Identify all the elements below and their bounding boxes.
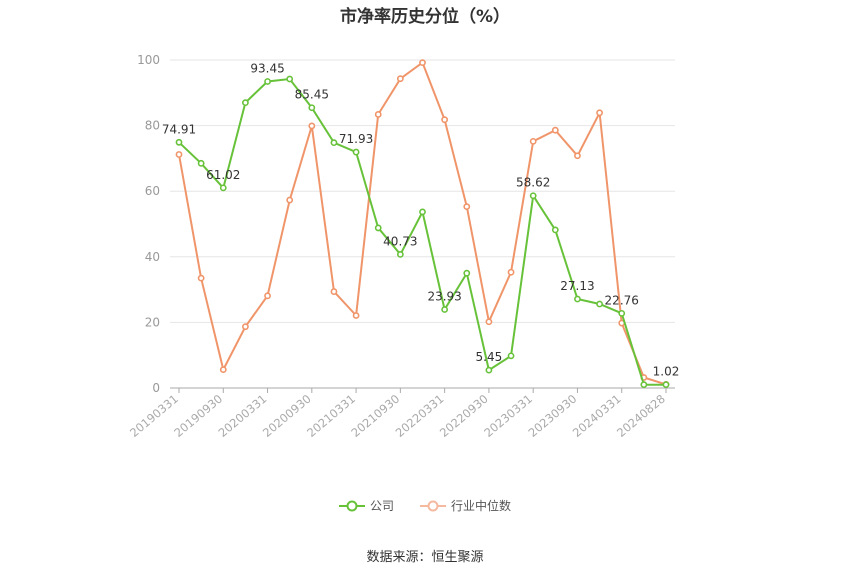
company-data-label: 85.45 — [295, 88, 329, 102]
company-data-point[interactable] — [330, 139, 338, 147]
company-data-point[interactable] — [551, 226, 559, 234]
industry-data-point[interactable] — [264, 292, 271, 300]
company-data-point[interactable] — [374, 224, 382, 232]
company-data-point[interactable] — [352, 148, 360, 156]
company-data-point[interactable] — [175, 138, 183, 146]
industry-data-point[interactable] — [352, 312, 360, 319]
x-tick-label: 20200930 — [260, 392, 314, 440]
company-data-label: 93.45 — [250, 61, 284, 75]
company-data-point[interactable] — [485, 366, 493, 374]
industry-data-point[interactable] — [507, 268, 515, 276]
company-data-point[interactable] — [264, 78, 271, 85]
y-tick-label: 0 — [152, 381, 160, 395]
y-tick-label: 80 — [145, 119, 160, 133]
x-tick-label: 20220331 — [393, 392, 447, 440]
company-data-label: 22.76 — [605, 293, 639, 307]
company-data-point[interactable] — [242, 99, 249, 107]
company-data-point[interactable] — [441, 306, 449, 313]
company-data-point[interactable] — [396, 251, 404, 258]
series-lines — [175, 59, 670, 389]
source-note: 数据来源：恒生聚源 — [366, 550, 484, 565]
company-data-point[interactable] — [308, 104, 316, 112]
industry-data-point[interactable] — [175, 151, 183, 158]
company-data-label: 27.13 — [560, 279, 594, 293]
data-labels: 74.91 61.02 93.45 85.45 71.93 40.73 23.93 5.45 5… — [162, 61, 680, 378]
company-data-point[interactable] — [219, 184, 227, 192]
company-data-label: 74.91 — [162, 122, 196, 136]
industry-data-point[interactable] — [374, 111, 382, 118]
x-tick-label: 20190930 — [171, 392, 225, 440]
industry-data-point[interactable] — [419, 59, 426, 67]
industry-data-point[interactable] — [330, 288, 338, 295]
x-tick-label: 20230930 — [526, 392, 580, 440]
company-data-point[interactable] — [507, 352, 515, 360]
industry-data-point[interactable] — [286, 196, 294, 204]
company-data-label: 61.02 — [206, 168, 240, 182]
industry-data-point[interactable] — [463, 203, 471, 211]
company-data-label: 23.93 — [427, 290, 461, 304]
company-data-point[interactable] — [640, 381, 648, 389]
x-tick-label: 20240331 — [570, 392, 624, 440]
company-data-label: 5.45 — [476, 350, 503, 364]
industry-data-point[interactable] — [485, 318, 493, 326]
industry-data-point[interactable] — [197, 274, 205, 282]
y-tick-label: 20 — [145, 315, 160, 329]
x-tick-label: 20210930 — [348, 392, 402, 440]
company-data-point[interactable] — [286, 75, 294, 83]
company-data-point[interactable] — [529, 192, 537, 200]
y-tick-label: 40 — [145, 250, 160, 264]
x-tick-label: 20210331 — [304, 392, 358, 440]
industry-data-point[interactable] — [529, 137, 537, 145]
company-data-point[interactable] — [197, 159, 205, 167]
industry-data-point[interactable] — [242, 323, 249, 331]
company-data-point[interactable] — [596, 300, 603, 308]
industry-data-point[interactable] — [551, 126, 559, 134]
industry-data-point[interactable] — [219, 366, 227, 374]
industry-data-point[interactable] — [308, 122, 316, 130]
legend: 公司 行业中位数 — [0, 497, 850, 514]
chart-title: 市净率历史分位（%） — [339, 7, 511, 27]
company-data-point[interactable] — [574, 295, 581, 303]
legend-item-industry[interactable]: 行业中位数 — [420, 497, 511, 514]
company-data-point[interactable] — [618, 309, 626, 317]
company-data-label: 40.73 — [383, 234, 417, 248]
industry-data-point[interactable] — [441, 116, 449, 124]
industry-data-point[interactable] — [396, 75, 404, 83]
industry-series-line — [178, 61, 667, 386]
x-tick-label: 20190331 — [127, 392, 181, 440]
company-data-point[interactable] — [662, 381, 670, 389]
company-data-point[interactable] — [419, 208, 426, 216]
company-data-label: 71.93 — [339, 132, 373, 146]
legend-label-industry: 行业中位数 — [451, 499, 512, 513]
legend-item-company[interactable]: 公司 — [338, 497, 394, 514]
company-data-label: 1.02 — [653, 365, 680, 379]
company-data-point[interactable] — [463, 269, 471, 277]
y-tick-label: 100 — [137, 53, 160, 67]
company-data-label: 58.62 — [516, 176, 550, 190]
x-tick-label: 20240828 — [614, 392, 668, 440]
industry-data-point[interactable] — [596, 109, 603, 117]
x-tick-label: 20200331 — [216, 392, 270, 440]
legend-industry-line-icon — [420, 500, 446, 511]
industry-data-point[interactable] — [574, 152, 581, 160]
y-tick-label: 60 — [145, 184, 160, 198]
legend-company-line-icon — [338, 500, 365, 511]
x-tick-label: 20230331 — [481, 392, 535, 440]
x-tick-label: 20220930 — [437, 392, 491, 440]
legend-label-company: 公司 — [369, 499, 394, 513]
